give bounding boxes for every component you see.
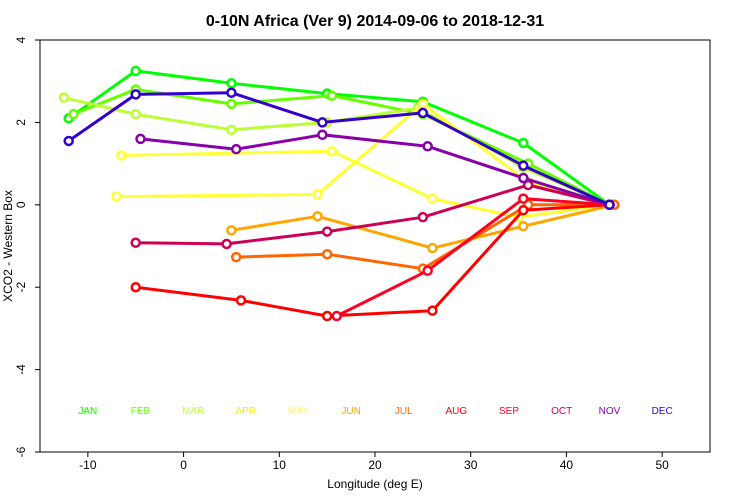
series-point [317, 117, 328, 128]
x-tick-label: 50 [655, 458, 669, 472]
series-point [321, 226, 333, 237]
series-point [326, 145, 338, 157]
x-tick-label: 40 [560, 458, 574, 472]
x-tick-label: 0 [180, 458, 187, 472]
series-point [518, 204, 529, 216]
series-point [321, 248, 333, 260]
x-tick-label: 20 [368, 458, 382, 472]
series-point [312, 189, 323, 200]
series-point [130, 89, 141, 100]
series-point [427, 305, 438, 316]
month-label: NOV [599, 406, 621, 417]
month-label: APR [236, 406, 257, 417]
series-point [63, 135, 74, 147]
series-point [518, 220, 529, 232]
month-label: JAN [78, 406, 97, 417]
month-label: OCT [551, 406, 572, 417]
series-point [321, 310, 333, 322]
month-label: SEP [499, 406, 519, 417]
series-point [58, 92, 70, 103]
y-tick-label: 4 [14, 36, 28, 43]
series-point [130, 237, 141, 248]
month-label: AUG [446, 406, 468, 417]
month-label: MAR [182, 406, 204, 417]
plot-frame [39, 39, 711, 453]
series-point [68, 108, 79, 120]
month-label: DEC [652, 406, 673, 417]
month-label: JUL [395, 406, 413, 417]
series-point [604, 199, 615, 211]
y-tick-label: -6 [14, 446, 28, 457]
series-point [312, 211, 323, 222]
series-point [226, 98, 237, 110]
x-axis-label: Longitude (deg E) [327, 477, 422, 491]
series-point [326, 90, 338, 101]
series-point [226, 78, 237, 89]
series-point [135, 133, 146, 145]
month-label: JAN [78, 406, 97, 417]
series-point [130, 281, 141, 293]
series-point [235, 295, 247, 306]
series-point [226, 225, 237, 236]
series-point [111, 191, 122, 202]
y-tick-label: -2 [14, 282, 28, 293]
series-point [422, 141, 433, 152]
series-point [427, 193, 438, 204]
series-point [331, 310, 342, 322]
y-axis: -6 -4 -2 0 2 4 [14, 36, 40, 457]
month-label: FEB [131, 406, 151, 417]
series-point [417, 107, 429, 119]
x-tick-label: 30 [464, 458, 478, 472]
month-label: JUN [341, 406, 360, 417]
series-point [130, 108, 141, 120]
series-point [130, 65, 141, 77]
series-line-10 [140, 133, 610, 207]
month-label: MAY [288, 406, 309, 417]
series-point [230, 251, 242, 263]
series-line-8 [336, 197, 610, 318]
x-tick-label: 10 [273, 458, 287, 472]
y-tick-label: -4 [14, 364, 28, 375]
series-point [518, 160, 529, 171]
series-line-9 [135, 183, 610, 246]
chart-title: 0-10N Africa (Ver 9) 2014-09-06 to 2018-… [206, 13, 544, 30]
series-line-7 [135, 203, 610, 318]
series-point [427, 242, 438, 254]
series-point [422, 265, 433, 276]
series-point [226, 87, 237, 98]
series-point [518, 172, 529, 184]
y-tick-label: 2 [14, 119, 28, 126]
series-point [417, 211, 429, 223]
x-axis: -10 0 10 20 30 40 50 [79, 452, 669, 472]
series-point [317, 129, 328, 141]
x-tick-label: -10 [79, 458, 97, 472]
series-point [518, 193, 529, 204]
series-point [116, 150, 127, 161]
y-tick-label: 0 [14, 201, 28, 208]
series-point [518, 137, 529, 149]
series-point [221, 238, 232, 250]
series-point [226, 124, 237, 136]
series-point [230, 143, 242, 155]
series-layer [58, 65, 620, 322]
y-axis-label: XCO2 - Western Box [1, 190, 15, 302]
series-point [417, 98, 429, 110]
